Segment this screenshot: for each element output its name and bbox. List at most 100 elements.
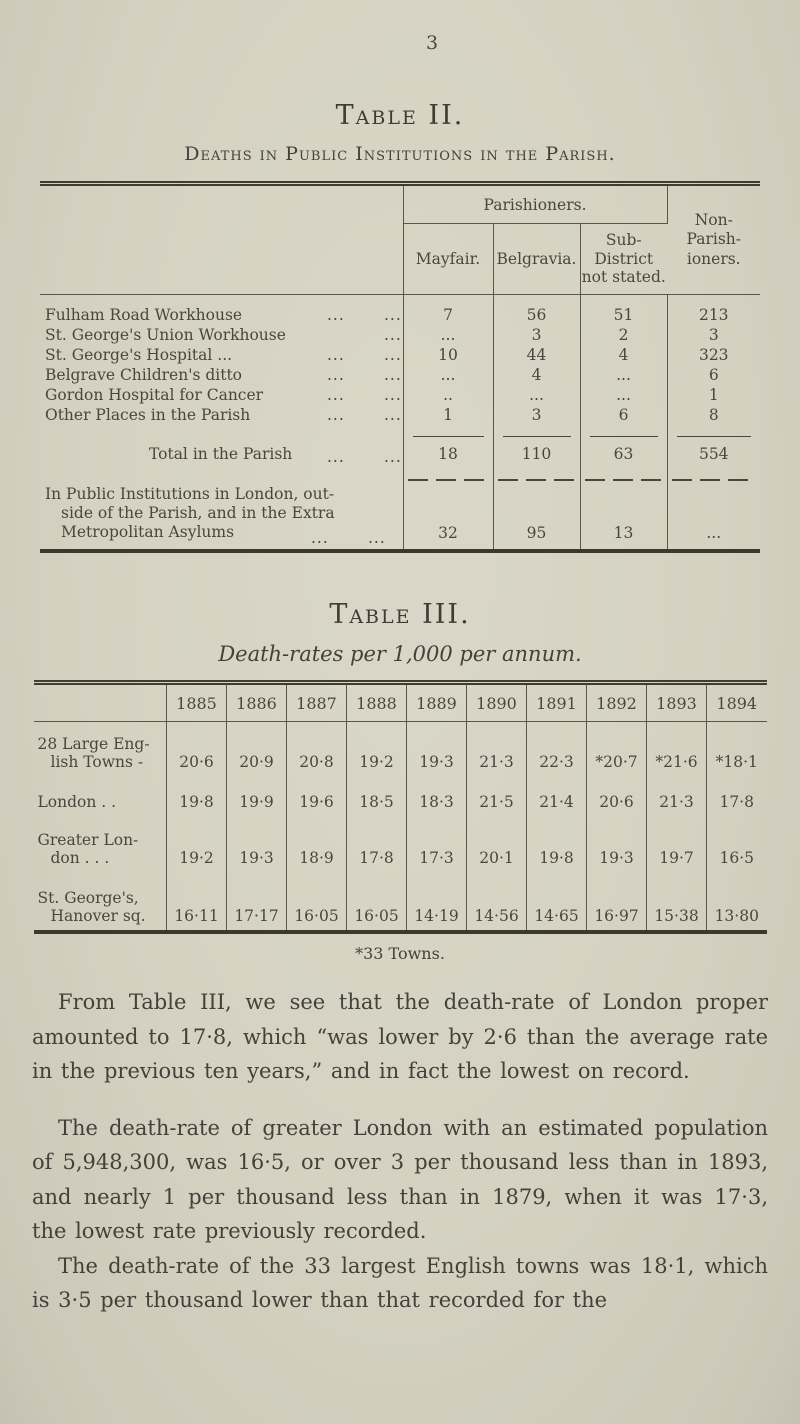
table2-total-cell: 63: [580, 441, 668, 467]
leader-dots: ...: [384, 306, 402, 324]
table3-death-rates: 1885 1886 1887 1888 1889 1890 1891 1892 …: [33, 680, 767, 934]
dashed-rule-segment: [407, 479, 489, 481]
leader-dots: ...: [327, 366, 345, 384]
table3-cell: 20·6: [586, 776, 647, 816]
leader-dots: ...: [384, 406, 402, 424]
table2-row-st-georges-hospital: St. George's Hospital ......... 10 44 4 …: [40, 345, 760, 365]
table3-cell: 19·3: [586, 816, 647, 872]
table3-cell: 14·65: [526, 872, 587, 932]
table3-year: 1886: [226, 682, 287, 722]
total-label: Total in the Parish: [149, 445, 293, 463]
table3-cell: 21·4: [526, 776, 587, 816]
table3-cell: 19·8: [166, 776, 227, 816]
table2-cell: 4: [493, 365, 581, 385]
table2-total-cell: 554: [698, 445, 729, 463]
table2-dashed-rule-segments: [40, 467, 760, 485]
table2-cell: 1: [403, 405, 494, 425]
table3-cell: *20·7: [586, 721, 647, 776]
leader-dots: ...: [384, 326, 402, 344]
table2-cell: 213: [698, 306, 729, 324]
table3-footnote: *33 Towns.: [355, 944, 445, 963]
table2-cell: 51: [580, 294, 668, 325]
table2-col-header-non-parishioners: Non- Parish- ioners.: [667, 183, 760, 295]
table2-cell: 2: [580, 325, 668, 345]
table3-cell: 17·8: [719, 793, 754, 811]
leader-dots: ...: [311, 529, 329, 547]
table3-cell: 19·8: [526, 816, 587, 872]
row-label: Fulham Road Workhouse: [45, 306, 243, 324]
table3-cell: 14·56: [466, 872, 527, 932]
row-label: Belgrave Children's ditto: [45, 366, 243, 384]
table2-cell: 6: [580, 405, 668, 425]
table2-row-other-places: Other Places in the Parish...... 1 3 6 8: [40, 405, 760, 425]
table3-year: 1885: [166, 682, 227, 722]
table2-row-st-georges-union-workhouse: St. George's Union Workhouse... ... 3 2 …: [40, 325, 760, 345]
rule-segment: [676, 436, 751, 437]
row-label: St. George's, Hanover sq.: [33, 872, 167, 932]
leader-dots: ...: [384, 366, 402, 384]
body-text: From Table III, we see that the death-ra…: [32, 985, 768, 1318]
table3-cell: 17·3: [406, 816, 467, 872]
table2-cell: 3: [493, 325, 581, 345]
table3-cell: 18·5: [346, 776, 407, 816]
table3-year: 1891: [526, 682, 587, 722]
table3-title: Table III.: [329, 599, 471, 630]
dashed-rule-segment: [584, 479, 663, 481]
table2-cell: ...: [580, 385, 668, 405]
leader-dots: ...: [327, 448, 345, 466]
row-label: 28 Large Eng- lish Towns -: [33, 721, 167, 776]
table2-deaths-in-public-institutions: Parishioners. Non- Parish- ioners. Mayfa…: [40, 181, 760, 553]
dashed-rule-segment: [671, 479, 756, 481]
table3-year: 1893: [646, 682, 707, 722]
table2-cell: 13: [580, 485, 668, 551]
rule-segment: [589, 436, 658, 437]
table2-row-gordon-hospital: Gordon Hospital for Cancer...... .. ... …: [40, 385, 760, 405]
table2-cell: 10: [403, 345, 494, 365]
table3-cell: 19·2: [346, 721, 407, 776]
table2-row-belgrave-childrens: Belgrave Children's ditto...... ... 4 ..…: [40, 365, 760, 385]
table3-cell: 18·9: [286, 816, 347, 872]
table2-subtitle: Deaths in Public Institutions in the Par…: [184, 143, 616, 165]
table3-cell: 22·3: [526, 721, 587, 776]
table3-cell: 19·3: [406, 721, 467, 776]
table3-cell: 16·11: [166, 872, 227, 932]
table2-row-fulham-road-workhouse: Fulham Road Workhouse...... 7 56 51 213: [40, 294, 760, 325]
dashed-rule-segment: [497, 479, 576, 481]
row-label: St. George's Hospital ...: [45, 346, 233, 364]
leader-dots: ...: [368, 529, 386, 547]
leader-dots: ...: [384, 346, 402, 364]
table2-header-blank-cell: [40, 183, 404, 295]
leader-dots: ...: [327, 306, 345, 324]
table2-cell: 3: [493, 405, 581, 425]
table2-cell: 95: [493, 485, 581, 551]
table2-cell: 8: [708, 406, 719, 424]
table3-year: 1888: [346, 682, 407, 722]
table3-cell: *21·6: [646, 721, 707, 776]
table3-cell: 20·1: [466, 816, 527, 872]
table3-cell: 19·3: [226, 816, 287, 872]
table3-cell: 19·2: [166, 816, 227, 872]
row-label: Gordon Hospital for Cancer: [45, 386, 264, 404]
table3-year-header-row: 1885 1886 1887 1888 1889 1890 1891 1892 …: [33, 682, 767, 722]
table2-row-total: Total in the Parish...... 18 110 63 554: [40, 441, 760, 467]
table2-cell: ..: [403, 385, 494, 405]
table3-cell: 19·9: [226, 776, 287, 816]
table2-col-header-mayfair: Mayfair.: [403, 223, 494, 295]
row-label: St. George's Union Workhouse: [45, 326, 286, 344]
paragraph-1: From Table III, we see that the death-ra…: [32, 990, 768, 1083]
leader-dots: ...: [327, 406, 345, 424]
table3-cell: 15·38: [646, 872, 707, 932]
leader-dots: ...: [327, 346, 345, 364]
table2-header-subrow: Mayfair. Belgravia. Sub- District not st…: [40, 223, 760, 295]
table2-cell: ...: [493, 385, 581, 405]
table2-cell: 3: [708, 326, 719, 344]
page-number: 3: [425, 32, 439, 54]
table2-cell: 56: [493, 294, 581, 325]
table2-rule-segments: [40, 425, 760, 441]
leader-dots: ...: [327, 386, 345, 404]
table3-cell: 20·8: [286, 721, 347, 776]
table3-header-blank-cell: [33, 682, 167, 722]
leader-dots: ...: [384, 448, 402, 466]
rule-segment: [502, 436, 571, 437]
table2-cell: ...: [580, 365, 668, 385]
